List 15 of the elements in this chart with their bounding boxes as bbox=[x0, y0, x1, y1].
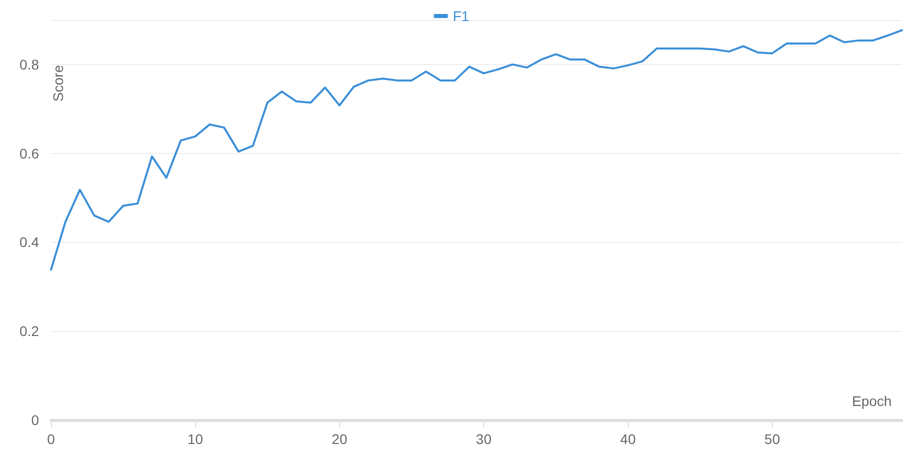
y-tick-label: 0.2 bbox=[20, 323, 40, 340]
x-tick-label: 0 bbox=[47, 431, 56, 447]
x-tick-label: 50 bbox=[764, 431, 780, 447]
y-tick-label: 0 bbox=[31, 412, 40, 428]
line-series bbox=[50, 29, 903, 271]
legend-label: F1 bbox=[452, 8, 470, 24]
y-tick-label: 0.4 bbox=[20, 234, 40, 250]
y-tick-label: 0.6 bbox=[20, 145, 40, 162]
y-tick-label: 0.8 bbox=[20, 56, 40, 72]
x-tick-label: 40 bbox=[620, 431, 636, 447]
y-axis-title: Score bbox=[50, 64, 66, 102]
x-tick-label: 30 bbox=[476, 431, 492, 447]
x-axis-title: Epoch bbox=[852, 393, 892, 409]
x-tick-label: 10 bbox=[187, 431, 204, 447]
x-tick-label: 20 bbox=[332, 431, 348, 447]
